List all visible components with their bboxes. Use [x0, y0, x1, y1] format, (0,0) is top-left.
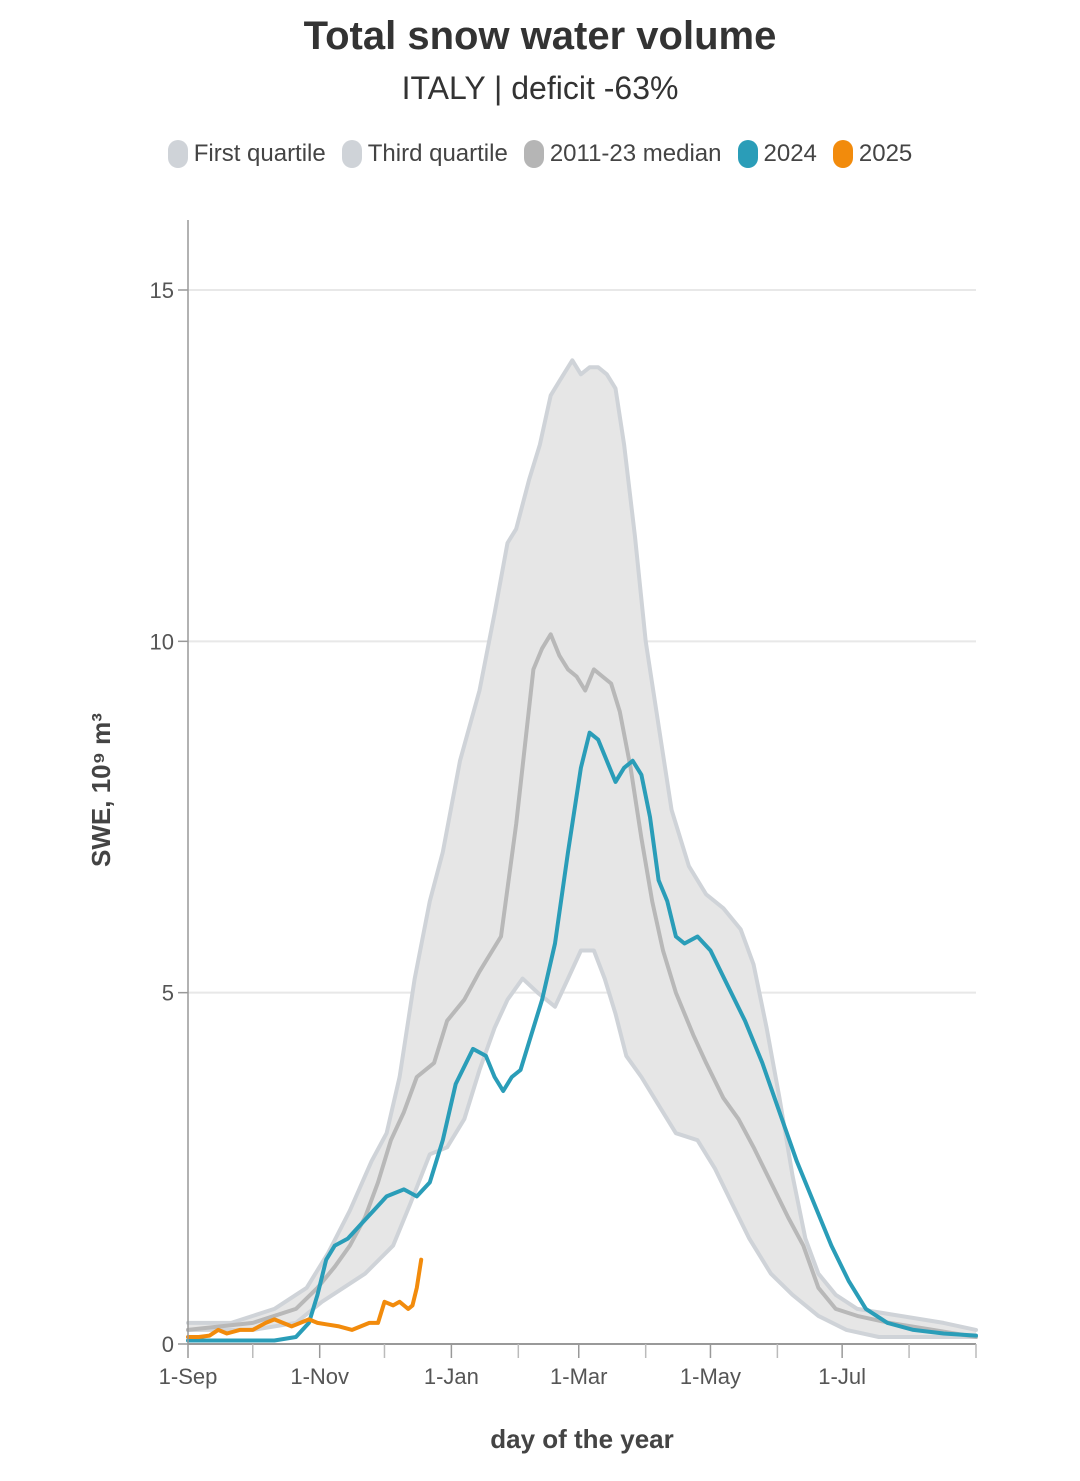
series-first-quartile	[186, 948, 978, 1339]
legend-label: Third quartile	[367, 140, 508, 167]
legend-label: 2024	[763, 140, 817, 167]
x-tick-label: 1-May	[680, 1364, 741, 1389]
series-2025	[186, 1257, 424, 1339]
series-median	[186, 632, 978, 1339]
legend-item-first-quartile[interactable]: First quartile	[167, 140, 326, 168]
legend-swatch	[341, 140, 362, 168]
x-tick-label: 1-Jul	[818, 1364, 866, 1389]
chart-title: Total snow water volume	[303, 14, 777, 58]
legend-swatch	[737, 140, 758, 168]
chart-subtitle: ITALY | deficit -63%	[401, 70, 679, 106]
legend: First quartile Third quartile 2011-23 me…	[0, 140, 1080, 168]
legend-item-median[interactable]: 2011-23 median	[523, 140, 722, 168]
y-axis-title: SWE, 10⁹ m³	[86, 713, 116, 867]
x-tick-label: 1-Nov	[290, 1364, 349, 1389]
x-axis-title: day of the year	[490, 1424, 674, 1454]
x-tick-label: 1-Sep	[159, 1364, 218, 1389]
interquartile-band	[188, 360, 976, 1337]
y-tick-label: 15	[150, 278, 174, 303]
axes: 0 5 10 15 1-Sep 1-Nov 1-Jan 1-Mar 1-May 1-Jul	[150, 220, 977, 1389]
legend-item-2025[interactable]: 2025	[832, 140, 913, 168]
y-tick-label: 5	[162, 981, 174, 1006]
legend-swatch	[167, 140, 188, 168]
x-tick-label: 1-Jan	[424, 1364, 479, 1389]
y-tick-label: 10	[150, 629, 174, 654]
legend-swatch	[832, 140, 853, 168]
legend-label: First quartile	[193, 140, 326, 167]
legend-swatch	[523, 140, 544, 168]
legend-item-2024[interactable]: 2024	[737, 140, 817, 168]
x-tick-label: 1-Mar	[550, 1364, 607, 1389]
y-tick-label: 0	[162, 1332, 174, 1357]
legend-item-third-quartile[interactable]: Third quartile	[341, 140, 508, 168]
quartile-band-fill	[188, 360, 976, 1337]
series-2024	[186, 730, 978, 1343]
legend-label: 2011-23 median	[549, 140, 722, 167]
legend-label: 2025	[858, 140, 913, 167]
series-lines	[186, 358, 978, 1343]
